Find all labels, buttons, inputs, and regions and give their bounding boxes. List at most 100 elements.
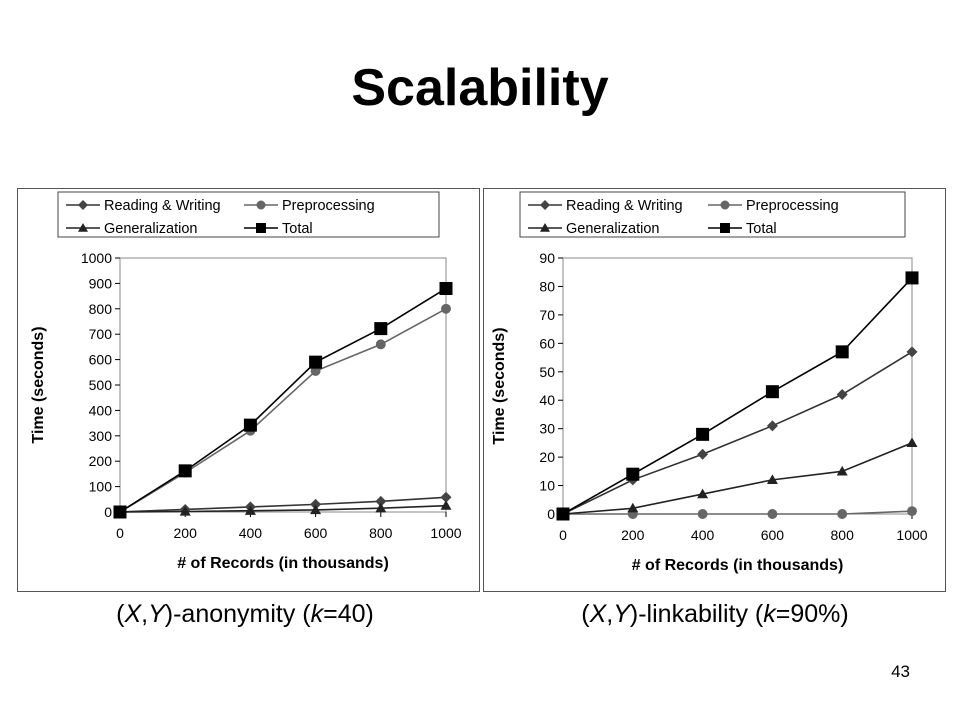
- chart-left-y-tick-label-7: 700: [89, 326, 113, 342]
- chart-right-y-tick-label-9: 90: [539, 250, 555, 266]
- chart-left-legend-marker-1: [78, 200, 88, 210]
- chart-left-legend-marker-2: [256, 200, 266, 210]
- chart-right-series-1-point-4: [766, 420, 778, 432]
- chart-left-legend-label-1: Reading & Writing: [104, 198, 221, 214]
- chart-left-legend: [57, 191, 440, 238]
- chart-right-y-axis-label: Time (seconds): [491, 327, 508, 444]
- chart-right-plot-area: [562, 257, 913, 515]
- chart-left-y-tick-label-3: 300: [89, 428, 113, 444]
- chart-right-y-tick-label-6: 60: [539, 335, 555, 351]
- chart-left-x-tick-label-0: 0: [116, 525, 124, 541]
- caption-right-y: Y: [613, 600, 630, 628]
- caption-left-y: Y: [148, 600, 165, 628]
- chart-right-x-tick-label-0: 0: [559, 527, 567, 543]
- chart-left-series-3-point-5: [375, 502, 387, 513]
- chart-right-series-3-point-3: [697, 488, 709, 499]
- chart-left-x-axis-label: # of Records (in thousands): [177, 555, 389, 572]
- caption-right-pre: (: [581, 600, 590, 628]
- chart-left-legend-label-4: Total: [282, 221, 313, 237]
- chart-left-series-3-point-3: [244, 505, 256, 515]
- chart-right-series-line-1: [562, 351, 913, 515]
- chart-left-x-tick-label-3: 600: [304, 525, 328, 541]
- chart-right-legend-label-4: Total: [746, 221, 777, 237]
- chart-right-legend-marker-4: [720, 223, 730, 233]
- caption-right-post: =90%): [775, 600, 849, 628]
- chart-left-series-4-point-4: [309, 355, 323, 369]
- chart-right-legend: [519, 191, 906, 238]
- chart-right-series-4-point-6: [905, 271, 919, 285]
- chart-right-y-tick-label-1: 10: [539, 478, 555, 494]
- chart-left-series-line-3: [119, 504, 447, 513]
- chart-left-series-2-point-6: [441, 303, 451, 314]
- chart-left-legend-label-2: Preprocessing: [282, 198, 375, 214]
- caption-left-x: X: [124, 600, 142, 628]
- chart-right-series-4-point-4: [765, 385, 779, 399]
- chart-right-series-2-point-4: [767, 509, 778, 519]
- chart-left-y-tick-label-0: 0: [104, 504, 112, 520]
- chart-right-series-1-point-3: [697, 448, 709, 460]
- chart-left-x-tick-label-1: 200: [174, 525, 198, 541]
- chart-left-legend-marker-4: [256, 223, 266, 233]
- chart-left-y-tick-label-2: 200: [89, 453, 113, 469]
- chart-right-series-3-point-5: [836, 465, 848, 476]
- chart-left-y-tick-label-1: 100: [89, 479, 113, 495]
- chart-right-legend-marker-2: [720, 200, 730, 210]
- chart-left-frame: Reading & Writing Preprocessing Generaliza…: [17, 188, 480, 592]
- chart-left-legend-label-3: Generalization: [104, 221, 198, 237]
- chart-left-series-4-point-2: [178, 464, 192, 478]
- chart-right-series-4-point-5: [835, 345, 849, 359]
- chart-right-y-tick-label-4: 40: [539, 392, 555, 408]
- chart-right-y-tick-label-0: 0: [547, 506, 555, 522]
- chart-right-legend-label-1: Reading & Writing: [566, 198, 683, 214]
- chart-right-y-tick-label-2: 20: [539, 449, 555, 465]
- caption-right-mid: )-linkability (: [629, 600, 764, 628]
- chart-right-series-4-point-1: [556, 507, 570, 521]
- chart-right-series-line-4: [562, 277, 913, 515]
- chart-left-series-3-point-2: [179, 505, 191, 516]
- caption-left-comma: ,: [141, 600, 149, 628]
- chart-right: Reading & Writing Preprocessing Generaliza…: [491, 191, 928, 574]
- chart-right-series-line-3: [562, 442, 913, 515]
- chart-left-series-line-4: [119, 287, 447, 513]
- chart-left-y-tick-label-5: 500: [89, 377, 113, 393]
- chart-right-x-tick-label-4: 800: [831, 527, 855, 543]
- chart-right-y-tick-label-3: 30: [539, 421, 555, 437]
- chart-right-series-2-point-3: [697, 509, 708, 519]
- chart-left-y-tick-label-8: 800: [89, 301, 113, 317]
- caption-left: (X,Y)-anonymity (k=40): [25, 600, 465, 629]
- chart-left-y-tick-label-4: 400: [89, 402, 113, 418]
- chart-left-y-tick-label-6: 600: [89, 352, 113, 368]
- chart-left-series-1-point-6: [440, 491, 452, 503]
- chart-right-frame: Reading & Writing Preprocessing Generaliza…: [483, 188, 946, 592]
- chart-right-legend-label-2: Preprocessing: [746, 198, 839, 214]
- chart-left-series-line-1: [119, 496, 447, 513]
- chart-left-series-1-point-5: [375, 495, 387, 507]
- chart-left-x-tick-label-5: 1000: [430, 525, 461, 541]
- chart-left-y-tick-label-9: 900: [89, 275, 113, 291]
- caption-right-k: k: [763, 600, 776, 628]
- chart-right-series-3-point-4: [766, 474, 778, 484]
- chart-left-legend-marker-3: [78, 223, 88, 232]
- chart-left-y-axis-label: Time (seconds): [30, 326, 47, 443]
- chart-right-series-4-point-2: [626, 467, 640, 481]
- chart-left-series-line-2: [119, 308, 447, 513]
- chart-right-series-1-point-6: [906, 346, 918, 358]
- chart-right-legend-marker-3: [540, 223, 550, 232]
- caption-left-k: k: [310, 600, 324, 628]
- chart-right-series-line-2: [563, 510, 913, 515]
- chart-right-series-4-point-3: [696, 427, 710, 441]
- slide-title: Scalability: [351, 59, 609, 117]
- chart-left-x-tick-label-4: 800: [369, 525, 393, 541]
- chart-right-series-2-point-5: [837, 509, 848, 519]
- chart-left: Reading & Writing Preprocessing Generaliza…: [30, 191, 462, 572]
- chart-right-legend-marker-1: [540, 200, 550, 210]
- chart-right-x-tick-label-2: 400: [691, 527, 715, 543]
- chart-right-y-tick-label-7: 70: [539, 307, 555, 323]
- chart-right-x-axis-label: # of Records (in thousands): [632, 557, 844, 574]
- chart-left-plot-area: [119, 257, 447, 513]
- caption-right-comma: ,: [606, 600, 614, 628]
- caption-left-mid: )-anonymity (: [164, 600, 311, 628]
- caption-right-x: X: [589, 600, 607, 628]
- caption-left-post: =40): [323, 600, 374, 628]
- chart-left-series-4-point-1: [113, 505, 127, 519]
